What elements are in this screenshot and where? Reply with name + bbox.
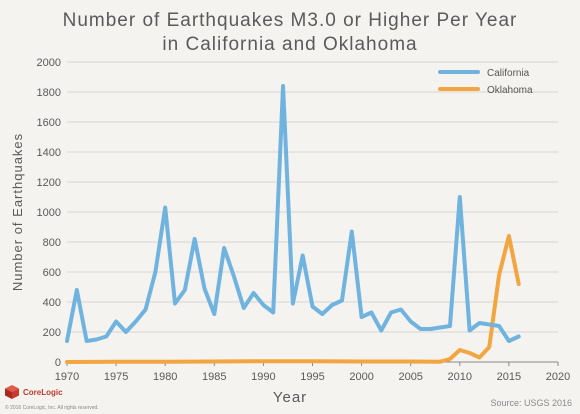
logo-text: CoreLogic bbox=[23, 387, 63, 397]
y-tick-label: 800 bbox=[43, 237, 61, 249]
y-axis-ticks: 0 200 400 600 800 1000 1200 1400 1600 1800 2000 bbox=[37, 57, 61, 369]
y-axis-label: Number of Earthquakes bbox=[10, 133, 25, 291]
x-tick-label: 1985 bbox=[202, 371, 226, 383]
x-tick-label: 1990 bbox=[251, 371, 275, 383]
x-tick-label: 2020 bbox=[546, 371, 570, 383]
y-tick-label: 1400 bbox=[37, 147, 61, 159]
x-tick-label: 1995 bbox=[300, 371, 324, 383]
x-tick-label: 2015 bbox=[497, 371, 521, 383]
x-tick-label: 1975 bbox=[104, 371, 128, 383]
y-tick-label: 400 bbox=[43, 297, 61, 309]
grid-lines bbox=[67, 61, 558, 333]
y-tick-label: 1000 bbox=[37, 207, 61, 219]
y-tick-label: 600 bbox=[43, 267, 61, 279]
y-tick-label: 1200 bbox=[37, 177, 61, 189]
chart-title: Number of Earthquakes M3.0 or Higher Per… bbox=[63, 10, 518, 31]
x-tick-label: 2000 bbox=[349, 371, 373, 383]
series-line-california bbox=[65, 84, 521, 343]
cube-icon bbox=[5, 385, 19, 399]
y-tick-label: 200 bbox=[43, 327, 61, 339]
x-axis-label: Year bbox=[273, 389, 307, 406]
x-tick-label: 2010 bbox=[448, 371, 472, 383]
legend: California Oklahoma bbox=[438, 68, 533, 96]
y-tick-label: 1600 bbox=[37, 117, 61, 129]
y-tick-label: 0 bbox=[55, 357, 61, 369]
y-tick-label: 2000 bbox=[37, 57, 61, 69]
x-tick-label: 1980 bbox=[153, 371, 177, 383]
copyright-text: © 2016 CoreLogic, Inc. All rights reserv… bbox=[5, 405, 99, 411]
source-text: Source: USGS 2016 bbox=[490, 398, 572, 408]
series-lines bbox=[65, 84, 521, 364]
x-tick-label: 2005 bbox=[398, 371, 422, 383]
x-tick-label: 1970 bbox=[55, 371, 79, 383]
chart-subtitle: in California and Oklahoma bbox=[162, 34, 417, 55]
legend-label: Oklahoma bbox=[487, 85, 533, 96]
y-tick-label: 1800 bbox=[37, 87, 61, 99]
x-axis-ticks: 1970 1975 1980 1985 1990 1995 2000 2005 2010 2015… bbox=[55, 362, 570, 383]
corelogic-logo: CoreLogic bbox=[4, 384, 63, 400]
legend-label: California bbox=[487, 68, 530, 79]
